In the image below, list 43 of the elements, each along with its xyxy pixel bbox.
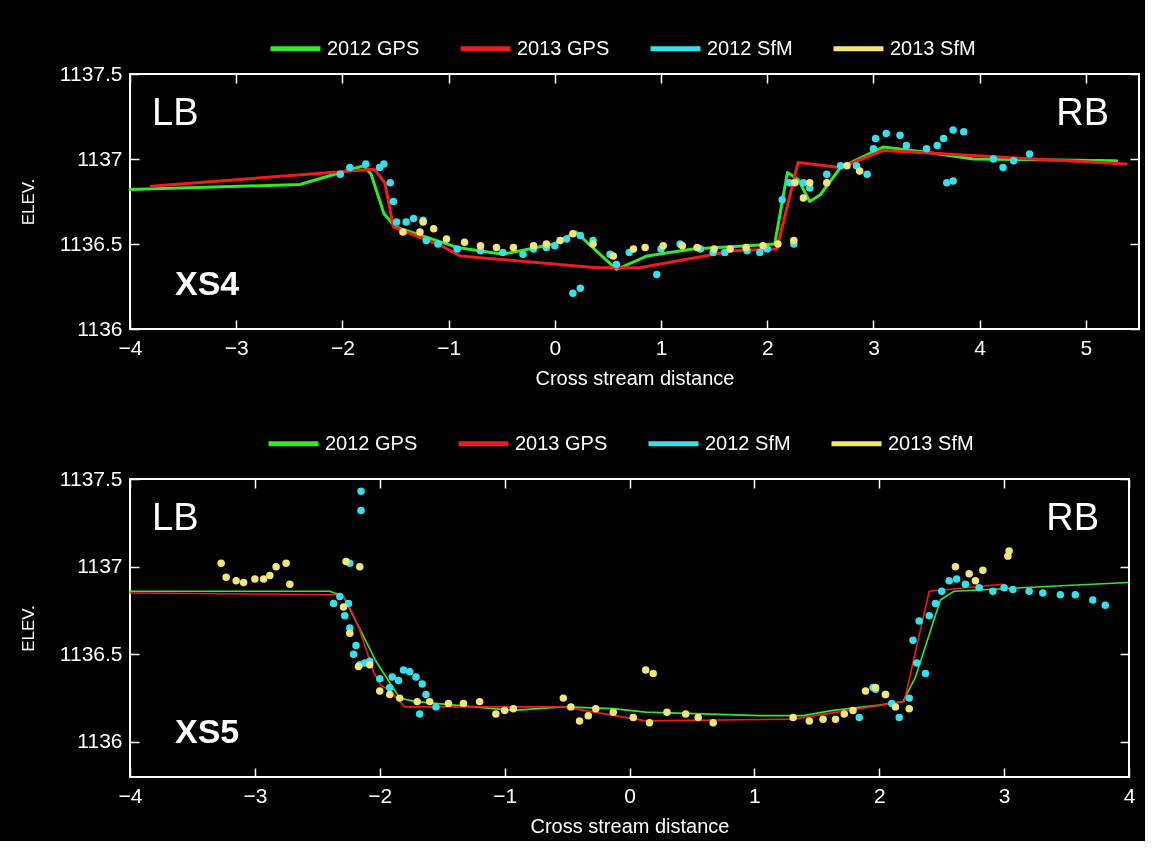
x-tick-label: 1 [749,783,761,807]
x-tick-label: −4 [118,783,143,807]
annotation: LB [152,91,199,133]
x-tick-label: 4 [1123,783,1136,807]
y-tick-label: 1136 [77,729,123,753]
x-axis-title: Cross stream distance [530,814,730,837]
y-axis-title: ELEV. [18,605,38,652]
x-tick-label: 4 [974,335,987,359]
y-tick-label: 1137.5 [59,466,123,490]
x-tick-label: −2 [368,783,393,807]
x-tick-label: 2 [873,783,886,807]
legend-label: 2012 SfM [705,431,791,454]
legend-label: 2012 SfM [707,36,793,59]
x-tick-label: 3 [998,783,1011,807]
x-tick-label: −2 [330,335,355,359]
annotation: RB [1056,91,1109,133]
y-tick-label: 1136.5 [59,641,123,665]
legend-label: 2013 SfM [888,431,974,454]
x-tick-label: −1 [493,783,518,807]
legend-label: 2013 SfM [890,36,976,59]
x-tick-label: −3 [243,783,268,807]
x-tick-label: −3 [224,335,249,359]
y-tick-label: 1137 [77,146,123,170]
annotation: LB [152,496,199,538]
y-axis-title: ELEV. [18,178,38,226]
x-axis-title: Cross stream distance [535,366,735,389]
x-tick-label: 1 [655,335,668,359]
x-tick-label: 3 [868,335,880,359]
legend-label: 2013 GPS [515,431,608,454]
annotation: RB [1046,496,1099,538]
y-tick-label: 1136.5 [59,231,123,255]
x-tick-label: −1 [437,335,462,359]
x-tick-label: 5 [1080,335,1093,359]
x-tick-label: 2 [761,335,774,359]
annotation: XS5 [175,712,240,750]
x-tick-label: 0 [624,783,636,807]
y-tick-label: 1137.5 [59,61,123,85]
x-tick-label: 0 [549,335,562,359]
legend-label: 2012 GPS [325,431,418,454]
y-tick-label: 1137 [77,554,123,578]
legend-label: 2013 GPS [517,36,610,59]
annotation: XS4 [175,264,240,302]
legend-label: 2012 GPS [327,36,420,59]
